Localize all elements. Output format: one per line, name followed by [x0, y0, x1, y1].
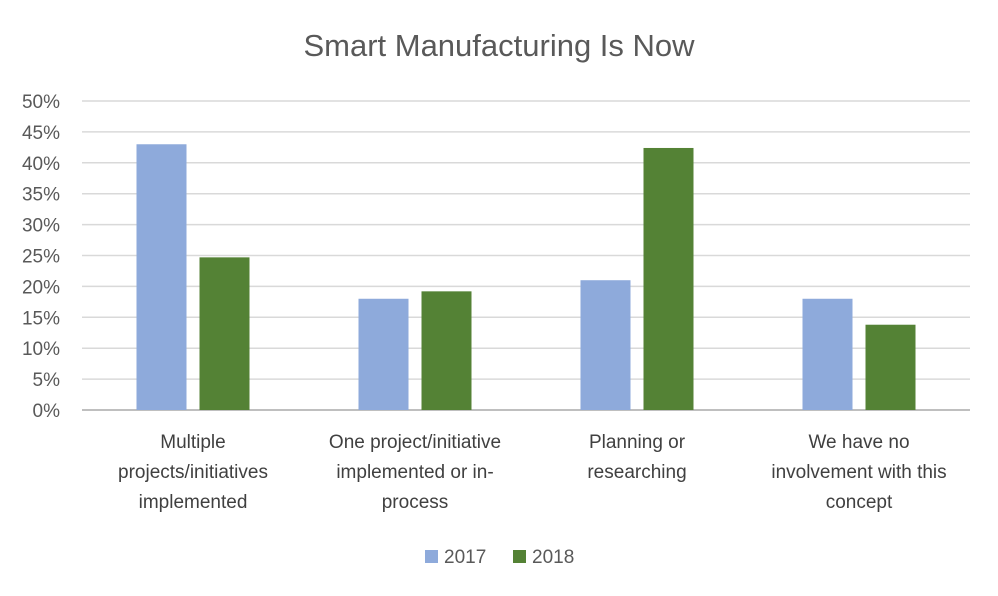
- bars: [136, 144, 916, 410]
- legend-swatch-2018: [513, 550, 526, 563]
- bar-2017-3: [580, 280, 631, 410]
- legend: 2017 2018: [425, 547, 574, 568]
- bar-2018-2: [421, 291, 472, 410]
- category-label: Planning or researching: [587, 432, 686, 483]
- category-label-line: researching: [587, 462, 686, 483]
- y-tick-label: 50%: [22, 92, 60, 113]
- y-tick-label: 10%: [22, 339, 60, 360]
- category-label-line: One project/initiative: [329, 432, 501, 453]
- y-tick-label: 30%: [22, 216, 60, 237]
- category-label: One project/initiative implemented or in-…: [329, 432, 501, 513]
- y-tick-label: 25%: [22, 247, 60, 268]
- category-label-line: Multiple: [160, 432, 225, 453]
- chart-title: Smart Manufacturing Is Now: [303, 28, 695, 63]
- bar-2018-3: [643, 147, 694, 410]
- category-label-line: implemented or in-: [336, 462, 493, 483]
- legend-swatch-2017: [425, 550, 438, 563]
- y-axis: 0% 5% 10% 15% 20% 25% 30% 35% 40% 45% 50%: [22, 92, 60, 422]
- category-label: We have no involvement with this concept: [771, 432, 946, 513]
- bar-2017-1: [136, 144, 187, 410]
- category-label-line: implemented: [139, 492, 248, 513]
- category-label-line: We have no: [808, 432, 909, 453]
- category-label-line: process: [382, 492, 449, 513]
- y-tick-label: 0%: [33, 401, 61, 422]
- bar-2018-1: [199, 257, 250, 410]
- category-label-line: concept: [826, 492, 893, 513]
- y-tick-label: 5%: [33, 370, 61, 391]
- bar-2017-2: [358, 298, 409, 410]
- y-tick-label: 35%: [22, 185, 60, 206]
- category-label-line: projects/initiatives: [118, 462, 268, 483]
- bar-2017-4: [802, 298, 853, 410]
- category-label: Multiple projects/initiatives implemented: [118, 432, 268, 513]
- bar-2018-4: [865, 324, 916, 410]
- y-tick-label: 15%: [22, 308, 60, 329]
- y-tick-label: 20%: [22, 277, 60, 298]
- y-tick-label: 40%: [22, 154, 60, 175]
- category-label-line: involvement with this: [771, 462, 946, 483]
- y-tick-label: 45%: [22, 123, 60, 144]
- legend-label-2017: 2017: [444, 547, 486, 568]
- category-label-line: Planning or: [589, 432, 686, 453]
- legend-label-2018: 2018: [532, 547, 574, 568]
- x-axis: Multiple projects/initiatives implemented O…: [118, 432, 947, 513]
